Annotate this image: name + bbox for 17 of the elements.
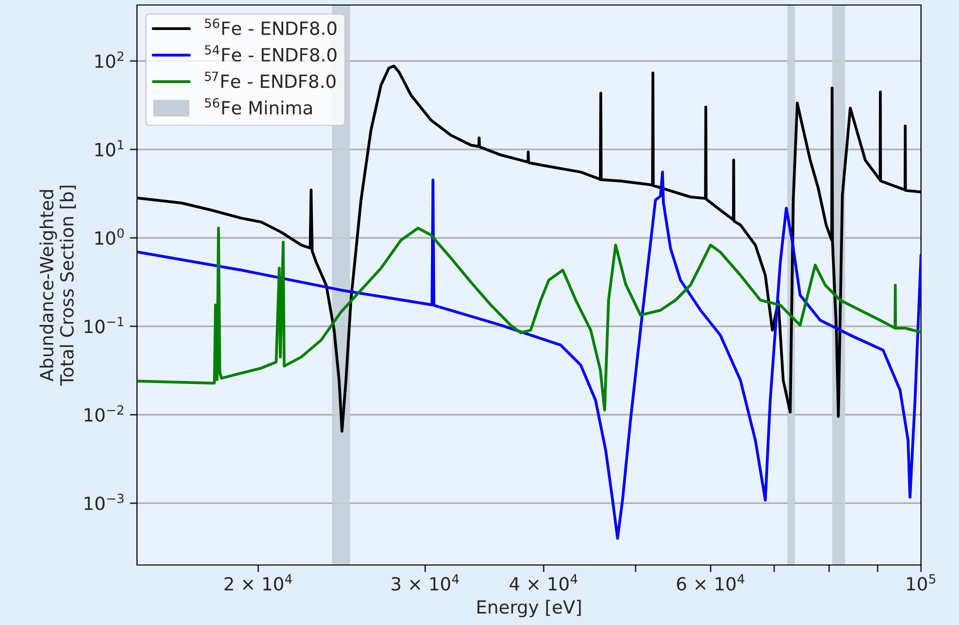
y-tick-label: 10$^{−3}$	[84, 494, 124, 510]
legend-label: $^{56}$Fe - ENDF8.0	[204, 18, 336, 36]
x-tick-label: 3 × 10$^{4}$	[392, 574, 459, 591]
x-tick-label: 4 × 10$^{4}$	[510, 574, 578, 591]
x-tick-label: 2 × 10$^{4}$	[224, 574, 292, 591]
y-tick-label: 10$^{−2}$	[84, 405, 124, 422]
y-tick-label: 10$^{0}$	[95, 228, 124, 245]
y-tick-label: 10$^{1}$	[95, 140, 124, 156]
legend-label: $^{54}$Fe - ENDF8.0	[204, 45, 336, 62]
y-axis-title: Abundance-Weighted Total Cross Section [b]	[40, 186, 76, 386]
y-tick-label: 10$^{−1}$	[84, 316, 124, 334]
x-tick-label: 6 × 10$^{4}$	[676, 574, 744, 591]
legend-label: $^{57}$Fe - ENDF8.0	[204, 72, 336, 88]
band-label: $^{56}$Fe Minima	[204, 98, 312, 115]
x-axis-title: Energy [eV]	[478, 600, 581, 618]
y-tick-label: 10$^{2}$	[95, 51, 124, 68]
x-tick-label: 10$^{5}$	[907, 574, 936, 591]
